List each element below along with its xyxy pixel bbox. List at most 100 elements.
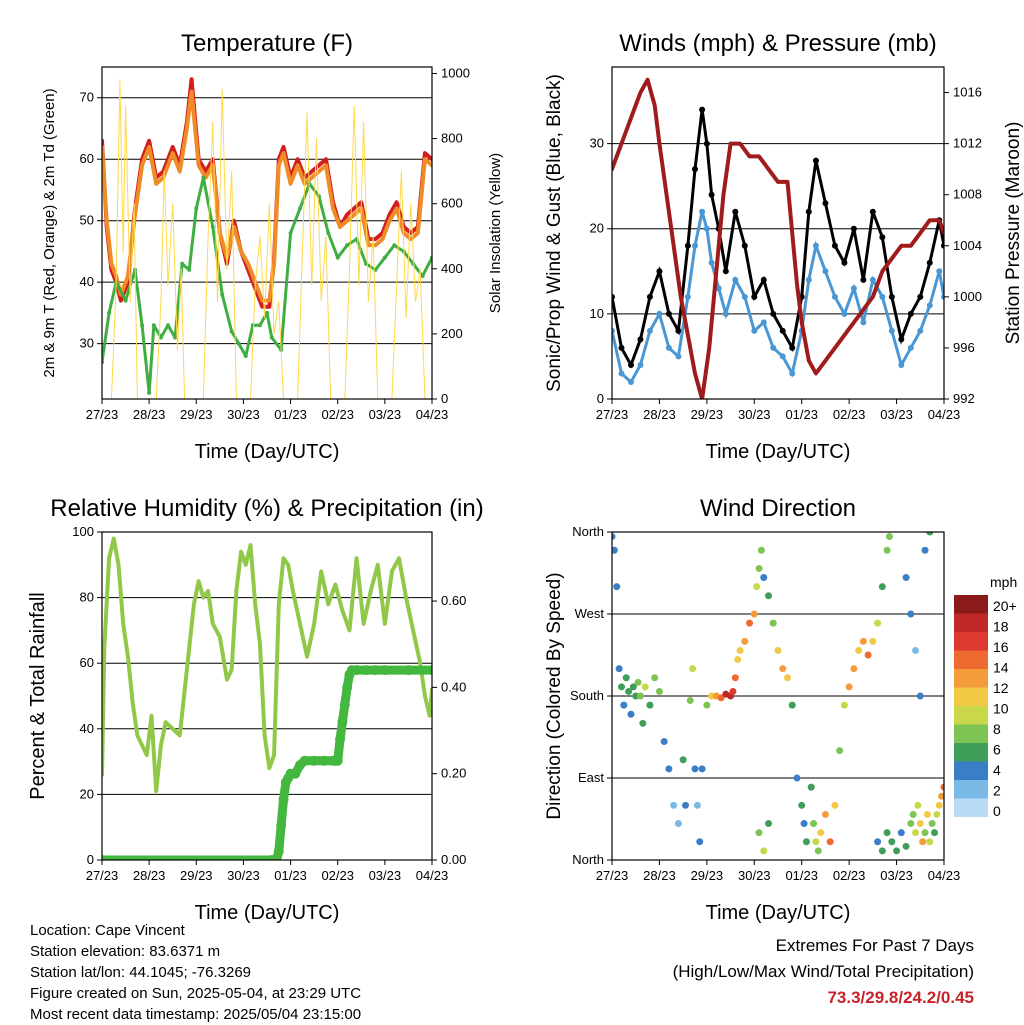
plot-area bbox=[612, 77, 944, 399]
station-elevation: Station elevation: 83.6371 m bbox=[30, 943, 221, 960]
precip-point bbox=[339, 699, 350, 710]
wind-dir-point bbox=[902, 574, 910, 582]
green-point bbox=[107, 310, 112, 315]
wind-dir-point bbox=[788, 701, 796, 709]
colorbar-swatch bbox=[954, 650, 988, 669]
wind-dir-point bbox=[613, 583, 621, 591]
colorbar-label: 10 bbox=[993, 701, 1009, 717]
green-point bbox=[257, 323, 262, 328]
wind-dir-point bbox=[757, 546, 765, 554]
y2-tick-label: 992 bbox=[953, 391, 975, 406]
figure-created: Figure created on Sun, 2025-05-04, at 23… bbox=[30, 985, 362, 1002]
wind-dir-point bbox=[938, 792, 944, 800]
green-point bbox=[392, 243, 397, 248]
x-axis-label: Time (Day/UTC) bbox=[195, 902, 340, 924]
y2-tick-label: 1000 bbox=[953, 289, 982, 304]
precip-point bbox=[273, 846, 284, 857]
station-latlon: Station lat/lon: 44.1045; -76.3269 bbox=[30, 964, 252, 981]
wind-dir-point bbox=[933, 810, 941, 818]
colorbar-label: 0 bbox=[993, 803, 1001, 819]
colorbar-label: 6 bbox=[993, 742, 1001, 758]
x-tick-label: 30/23 bbox=[227, 407, 260, 422]
wind-dir-point bbox=[679, 756, 687, 764]
wind-dir-point bbox=[717, 694, 725, 702]
colorbar-title: mph bbox=[990, 574, 1017, 590]
y-tick-label: 60 bbox=[80, 655, 94, 670]
wind-dir-point bbox=[612, 546, 618, 554]
x-tick-label: 02/23 bbox=[321, 407, 354, 422]
green-point bbox=[250, 323, 255, 328]
y-tick-label: 0 bbox=[597, 391, 604, 406]
wind-dir-point bbox=[802, 838, 810, 846]
panel-3: 0 20 40 60 80 100 0.00 0.20 0.40 0.60 27/23 28/23 29… bbox=[27, 495, 484, 924]
precip-point bbox=[290, 768, 301, 779]
green-point bbox=[229, 329, 234, 334]
wind-dir-point bbox=[800, 820, 808, 828]
wind-dir-point bbox=[627, 710, 635, 718]
y-tick-label: 10 bbox=[590, 306, 604, 321]
y-tick-label: South bbox=[570, 688, 604, 703]
black-series bbox=[612, 109, 944, 369]
colorbar-label: 16 bbox=[993, 639, 1009, 655]
y2-tick-label: 1004 bbox=[953, 238, 982, 253]
colorbar-swatch bbox=[954, 780, 988, 799]
x-tick-label: 29/23 bbox=[180, 868, 213, 883]
precip-point bbox=[318, 755, 329, 766]
wind-dir-point bbox=[923, 810, 931, 818]
x-tick-label: 02/23 bbox=[833, 868, 866, 883]
wind-dir-point bbox=[755, 564, 763, 572]
y-axis-label: 2m & 9m T (Red, Orange) & 2m Td (Green) bbox=[41, 88, 58, 377]
wind-dir-point bbox=[612, 533, 616, 541]
extremes-title: Extremes For Past 7 Days bbox=[775, 936, 974, 955]
green-point bbox=[151, 323, 156, 328]
wind-dir-point bbox=[859, 637, 867, 645]
y-axis-label: Direction (Colored By Speed) bbox=[544, 572, 565, 819]
y-tick-label: 50 bbox=[80, 213, 94, 228]
precip-point bbox=[332, 755, 343, 766]
wind-dir-point bbox=[760, 574, 768, 582]
y-tick-label: 100 bbox=[72, 524, 94, 539]
panel-2: 0 10 20 30 992 996 1000 1004 1008 1012 1016 27/23 28… bbox=[544, 30, 1024, 463]
wind-dir-point bbox=[696, 838, 704, 846]
wind-dir-point bbox=[931, 829, 939, 837]
x-tick-label: 29/23 bbox=[691, 868, 724, 883]
green-series bbox=[102, 176, 432, 395]
precip-point bbox=[309, 755, 320, 766]
x-tick-label: 03/23 bbox=[880, 407, 913, 422]
y-tick-label: 30 bbox=[80, 336, 94, 351]
x-tick-label: 01/23 bbox=[785, 868, 818, 883]
wind-dir-point bbox=[655, 687, 663, 695]
y-tick-label: 20 bbox=[80, 786, 94, 801]
green-point bbox=[123, 298, 128, 303]
extremes-values: 73.3/29.8/24.2/0.45 bbox=[827, 988, 974, 1007]
wind-dir-point bbox=[855, 646, 863, 654]
wind-dir-point bbox=[741, 637, 749, 645]
y-tick-label: 60 bbox=[80, 151, 94, 166]
panel-title: Wind Direction bbox=[700, 495, 856, 522]
wind-dir-point bbox=[760, 847, 768, 855]
wind-dir-point bbox=[812, 838, 820, 846]
wind-dir-point bbox=[888, 838, 896, 846]
wind-dir-point bbox=[914, 801, 922, 809]
wind-dir-point bbox=[902, 842, 910, 850]
extremes-subtitle: (High/Low/Max Wind/Total Precipitation) bbox=[672, 962, 974, 981]
x-tick-label: 30/23 bbox=[738, 407, 771, 422]
y-tick-label: 20 bbox=[590, 221, 604, 236]
plot-frame bbox=[101, 66, 433, 400]
wind-dir-point bbox=[617, 683, 625, 691]
y2-tick-label: 1000 bbox=[441, 66, 470, 81]
yellow-series bbox=[110, 79, 426, 399]
wind-dir-point bbox=[731, 674, 739, 682]
colorbar-swatch bbox=[954, 724, 988, 743]
green-point bbox=[420, 274, 425, 279]
plot-area bbox=[612, 532, 944, 855]
wind-dir-point bbox=[840, 701, 848, 709]
y-tick-label: North bbox=[572, 524, 604, 539]
y2-tick-label: 1016 bbox=[953, 85, 982, 100]
wind-dir-point bbox=[670, 801, 678, 809]
wind-dir-point bbox=[622, 674, 630, 682]
maroon-series bbox=[612, 77, 944, 399]
wind-dir-point bbox=[845, 683, 853, 691]
y2-axis-label: Station Pressure (Maroon) bbox=[1003, 122, 1024, 345]
